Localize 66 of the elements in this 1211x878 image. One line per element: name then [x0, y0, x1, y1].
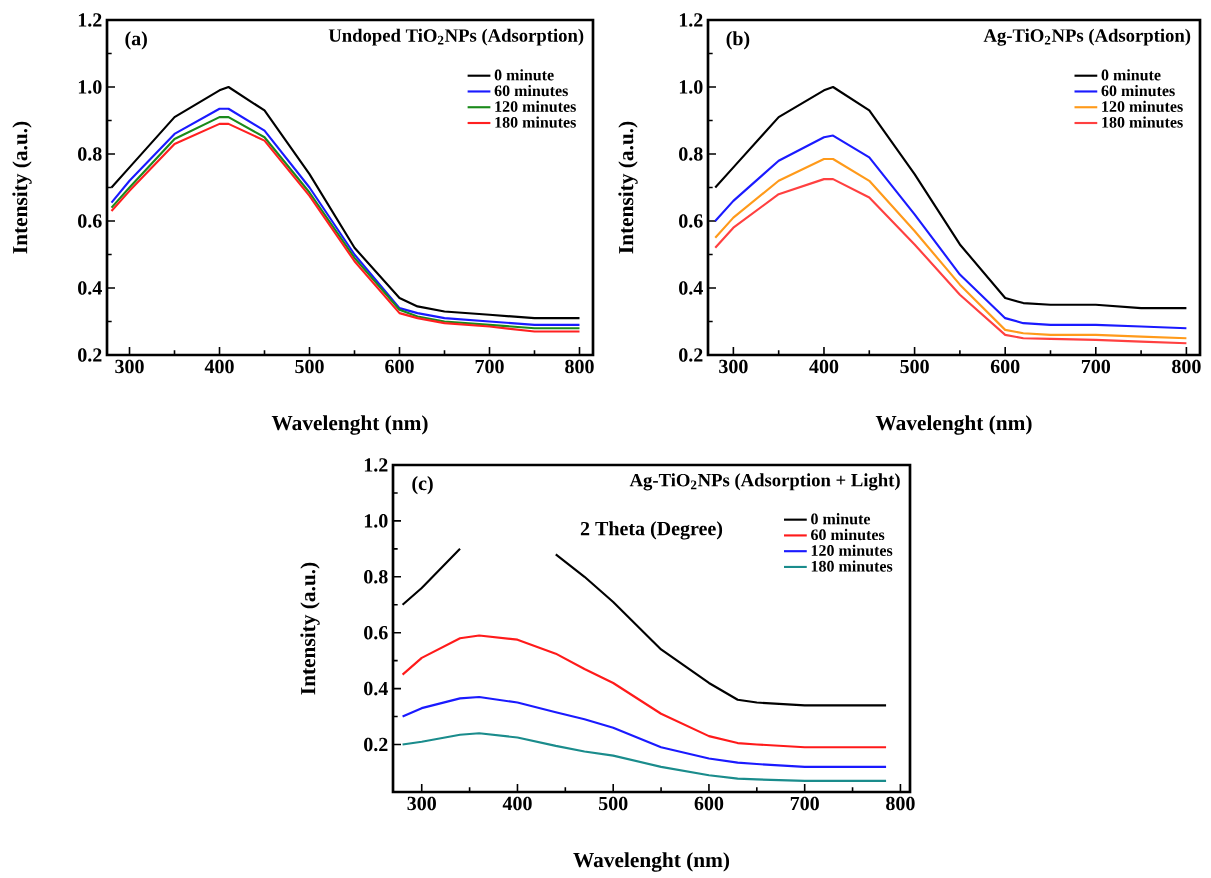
y-tick-label: 0.8 — [679, 147, 703, 161]
legend-label: 60 minutes — [1101, 84, 1175, 97]
x-tick-label: 800 — [886, 796, 915, 811]
y-axis-title: Intensity (a.u.) — [618, 121, 638, 254]
legend-label: 0 minute — [811, 513, 871, 525]
x-tick-label: 300 — [115, 359, 144, 374]
x-tick-label: 400 — [502, 796, 532, 811]
legend-label: 180 minutes — [811, 560, 893, 572]
x-tick-label: 800 — [565, 359, 594, 374]
x-axis-title: Wavelenght (nm) — [875, 415, 1032, 435]
legend-label: 120 minutes — [1102, 100, 1183, 112]
x-axis-title: Wavelenght (nm) — [271, 415, 428, 435]
x-tick-label: 300 — [719, 359, 748, 374]
y-tick-label: 0.6 — [679, 214, 703, 228]
annotation: (a) — [125, 31, 147, 50]
y-tick-label: 0.4 — [679, 281, 703, 295]
chart-title: Ag-TiO$_{2}$NPs (Adsorption) — [983, 28, 1191, 46]
chart-title: Ag-TiO$_{2}$NPs (Adsorption + Light) — [629, 473, 900, 491]
x-axis-title: Wavelenght (nm) — [573, 852, 730, 872]
legend-label: 180 minutes — [495, 116, 576, 128]
line-series — [401, 634, 888, 749]
x-tick-label: 700 — [1081, 359, 1111, 374]
legend-label: 180 minutes — [1102, 116, 1183, 128]
y-tick-label: 1.0 — [679, 80, 703, 94]
y-tick-label: 0.4 — [78, 281, 102, 295]
legend-label: 120 minutes — [495, 100, 576, 112]
y-axis-title: Intensity (a.u.) — [300, 562, 320, 695]
y-tick-label: 0.2 — [364, 737, 388, 752]
legend-label: 0 minute — [1101, 69, 1161, 81]
legend-label: 0 minute — [494, 69, 554, 81]
x-tick-label: 400 — [204, 359, 234, 374]
y-tick-label: 0.2 — [78, 348, 102, 362]
y-tick-label: 1.0 — [78, 80, 102, 94]
y-tick-label: 0.8 — [364, 570, 388, 584]
legend-label: 60 minutes — [811, 528, 885, 541]
x-tick-label: 700 — [790, 796, 819, 811]
y-tick-label: 1.2 — [78, 13, 102, 27]
x-tick-label: 600 — [694, 796, 724, 811]
x-tick-label: 600 — [385, 359, 414, 374]
annotation: (b) — [726, 31, 750, 50]
y-tick-label: 1.0 — [364, 514, 388, 528]
annotation: 2 Theta (Degree) — [580, 521, 723, 540]
x-tick-label: 400 — [809, 359, 839, 374]
x-tick-label: 500 — [599, 796, 628, 811]
y-tick-label: 1.2 — [679, 13, 703, 27]
x-tick-label: 700 — [475, 359, 504, 374]
line-series — [401, 695, 888, 768]
x-tick-label: 300 — [407, 796, 436, 811]
legend-label: 120 minutes — [811, 544, 893, 556]
y-tick-label: 0.8 — [78, 147, 102, 161]
x-tick-label: 800 — [1172, 359, 1201, 374]
annotation: (c) — [412, 476, 433, 495]
legend-label: 60 minutes — [494, 84, 568, 97]
y-tick-label: 1.2 — [364, 458, 388, 472]
x-tick-label: 500 — [295, 359, 324, 374]
x-tick-label: 600 — [990, 359, 1020, 374]
y-tick-label: 0.6 — [364, 625, 388, 640]
y-axis-title: Intensity (a.u.) — [12, 121, 32, 254]
y-tick-label: 0.4 — [364, 681, 388, 696]
chart-title: Undoped TiO$_{2}$NPs (Adsorption) — [328, 28, 584, 46]
x-tick-label: 500 — [900, 359, 929, 374]
line-series — [401, 732, 888, 782]
line-series — [714, 85, 1188, 310]
line-series — [714, 134, 1188, 330]
y-tick-label: 0.6 — [78, 214, 102, 228]
y-tick-label: 0.2 — [679, 348, 703, 362]
